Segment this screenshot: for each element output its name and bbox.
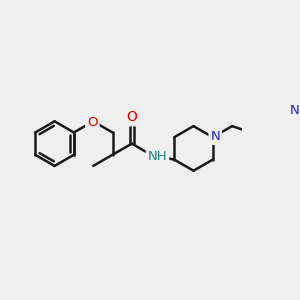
Text: N: N [290,104,300,118]
Text: O: O [87,116,98,129]
Text: NH: NH [148,150,167,163]
Text: O: O [126,110,137,124]
Text: N: N [210,130,220,143]
